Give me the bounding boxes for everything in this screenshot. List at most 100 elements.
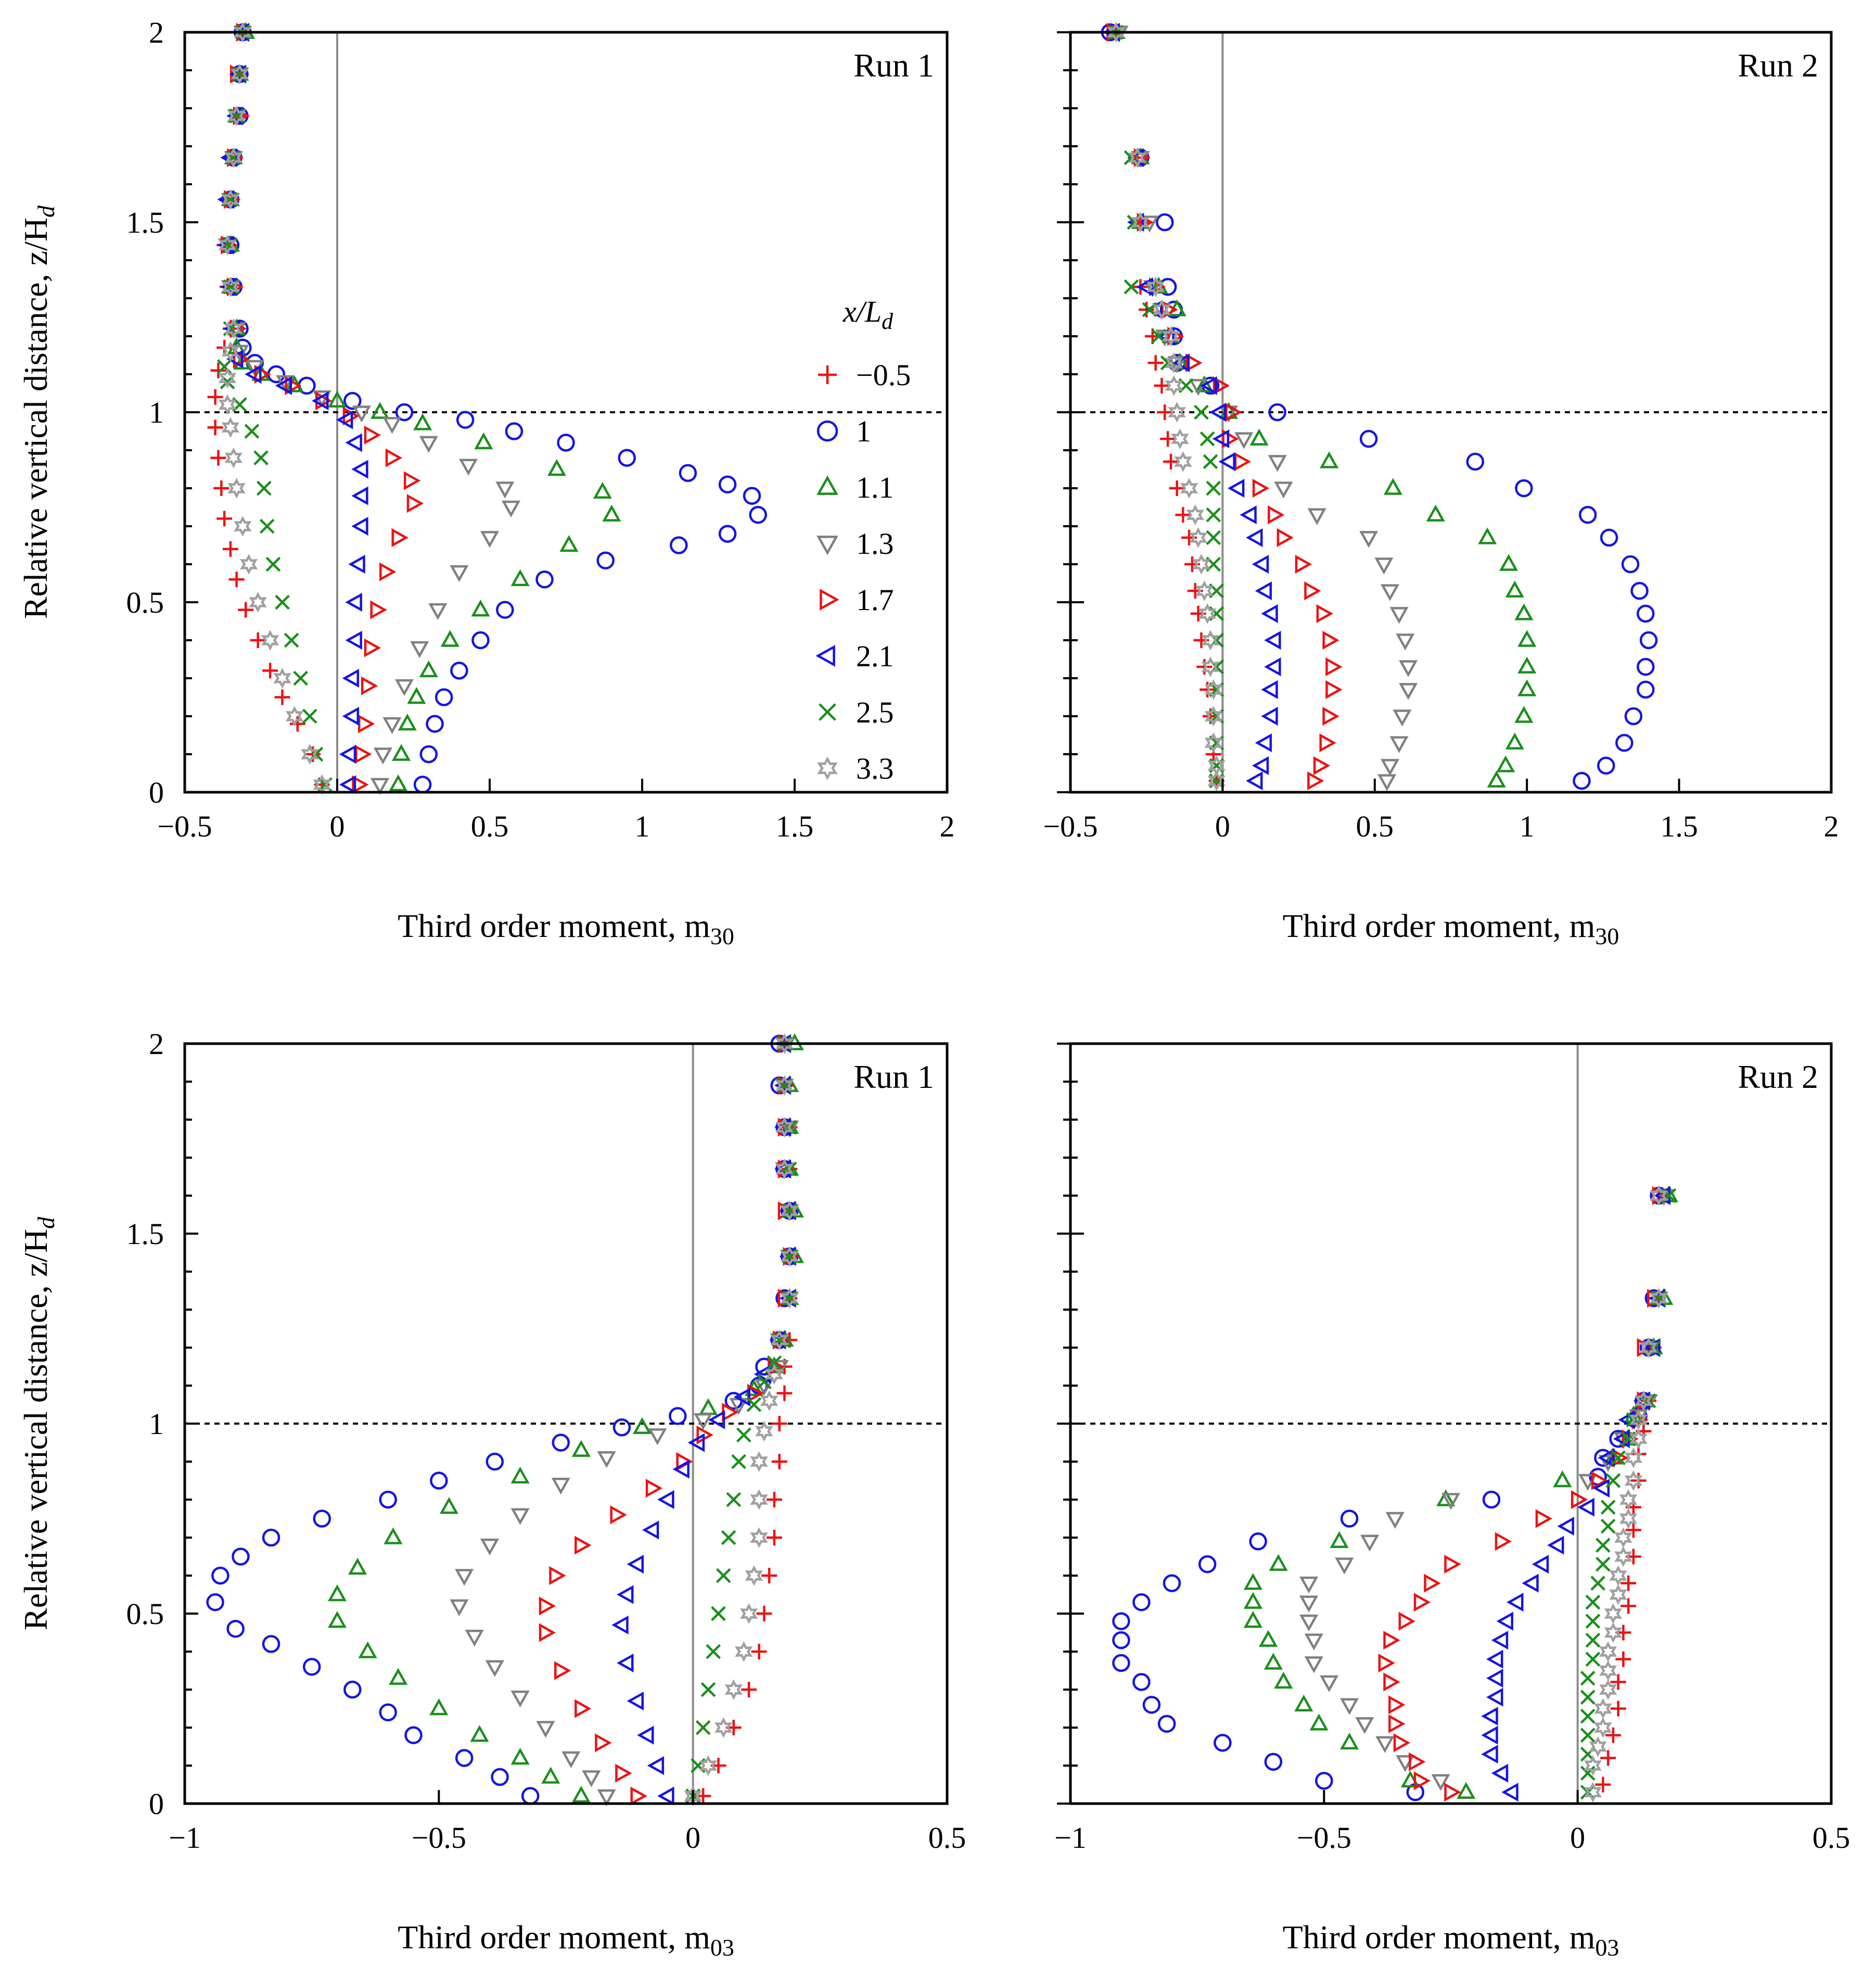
data-point [419, 436, 438, 453]
data-point [1399, 683, 1418, 700]
data-point [1585, 1652, 1601, 1667]
data-point [539, 1623, 556, 1642]
data-point [1252, 478, 1270, 498]
data-point [358, 1641, 377, 1658]
data-point [642, 1520, 659, 1540]
data-point [602, 504, 621, 522]
legend-marker [819, 703, 836, 721]
data-point [1228, 478, 1245, 498]
data-point [480, 1538, 500, 1556]
x-tick-label: −1 [169, 1821, 201, 1855]
data-point [1596, 1538, 1611, 1553]
data-point [1481, 1745, 1498, 1764]
data-point [1615, 733, 1633, 752]
data-point [1610, 1701, 1626, 1717]
data-point [370, 600, 387, 619]
data-point [1240, 505, 1257, 525]
legend-label: −0.5 [856, 358, 911, 392]
data-point [250, 632, 266, 648]
data-point [403, 471, 421, 490]
data-point [582, 1770, 601, 1787]
data-point [1200, 376, 1217, 395]
data-point [227, 105, 246, 126]
data-point [1621, 555, 1640, 574]
data-point [1309, 1714, 1329, 1731]
data-point [389, 774, 408, 792]
x-tick-label: 0.5 [471, 809, 509, 843]
data-point [669, 1407, 687, 1425]
data-point [1261, 706, 1278, 726]
data-point [776, 1385, 793, 1401]
data-point [724, 1679, 743, 1700]
x-tick-label: 0 [685, 1821, 700, 1855]
data-point [1319, 733, 1336, 753]
data-point [429, 1698, 449, 1716]
run-label: Run 2 [1738, 47, 1818, 84]
data-point [780, 1200, 799, 1222]
data-point [1584, 1782, 1602, 1803]
data-point [657, 1490, 674, 1509]
data-point [1160, 431, 1176, 447]
data-point [575, 1536, 592, 1555]
data-point [1214, 1733, 1232, 1752]
data-point [611, 1615, 629, 1634]
data-point [1378, 1653, 1395, 1672]
data-point [275, 376, 292, 395]
data-point [750, 1527, 768, 1548]
data-point [1185, 353, 1203, 373]
data-point [1619, 1489, 1638, 1510]
data-point [1269, 1554, 1288, 1571]
data-point [699, 1755, 718, 1776]
data-point [1389, 607, 1409, 624]
data-point [1206, 507, 1221, 523]
data-point [379, 1490, 397, 1509]
data-point [1486, 1650, 1503, 1669]
data-point [1491, 1631, 1509, 1650]
data-point [1319, 451, 1339, 468]
legend-marker [815, 645, 835, 667]
data-point [218, 394, 237, 415]
data-point [364, 425, 381, 445]
data-point [342, 706, 360, 726]
data-point [301, 744, 319, 765]
x-axis-label: Third order moment, m03 [1283, 1919, 1619, 1961]
data-point [1507, 1593, 1524, 1612]
data-point [597, 1789, 616, 1807]
data-point [1609, 1584, 1627, 1605]
data-point [547, 459, 567, 476]
data-point [1535, 1509, 1553, 1528]
data-point [456, 411, 475, 429]
data-point [539, 1596, 556, 1616]
data-point [595, 1733, 612, 1753]
data-point [1557, 1517, 1574, 1536]
data-point [395, 403, 414, 422]
data-point [1307, 771, 1324, 791]
data-point [1481, 1726, 1498, 1745]
data-point [1128, 147, 1146, 168]
data-point [339, 775, 356, 794]
data-point [1505, 732, 1524, 750]
data-point [351, 486, 368, 505]
data-point [1201, 656, 1220, 677]
data-point [273, 668, 291, 689]
y-axis-label: Relative vertical distance, z/Hd [17, 205, 59, 619]
data-point [1359, 429, 1378, 448]
data-point [695, 1720, 711, 1735]
data-point [1304, 581, 1321, 601]
data-point [1547, 1536, 1564, 1555]
data-point [1496, 1612, 1513, 1631]
data-point [221, 276, 240, 297]
data-point [1399, 660, 1418, 677]
data-point [1637, 680, 1655, 699]
data-point [694, 1413, 713, 1430]
data-point [232, 1547, 250, 1566]
data-point [1261, 604, 1278, 623]
data-point [559, 535, 579, 552]
data-point [351, 516, 368, 536]
data-point [554, 1661, 571, 1680]
data-point [1167, 356, 1186, 373]
data-point [1209, 402, 1227, 422]
data-point [1650, 1185, 1668, 1206]
data-point [336, 410, 353, 429]
